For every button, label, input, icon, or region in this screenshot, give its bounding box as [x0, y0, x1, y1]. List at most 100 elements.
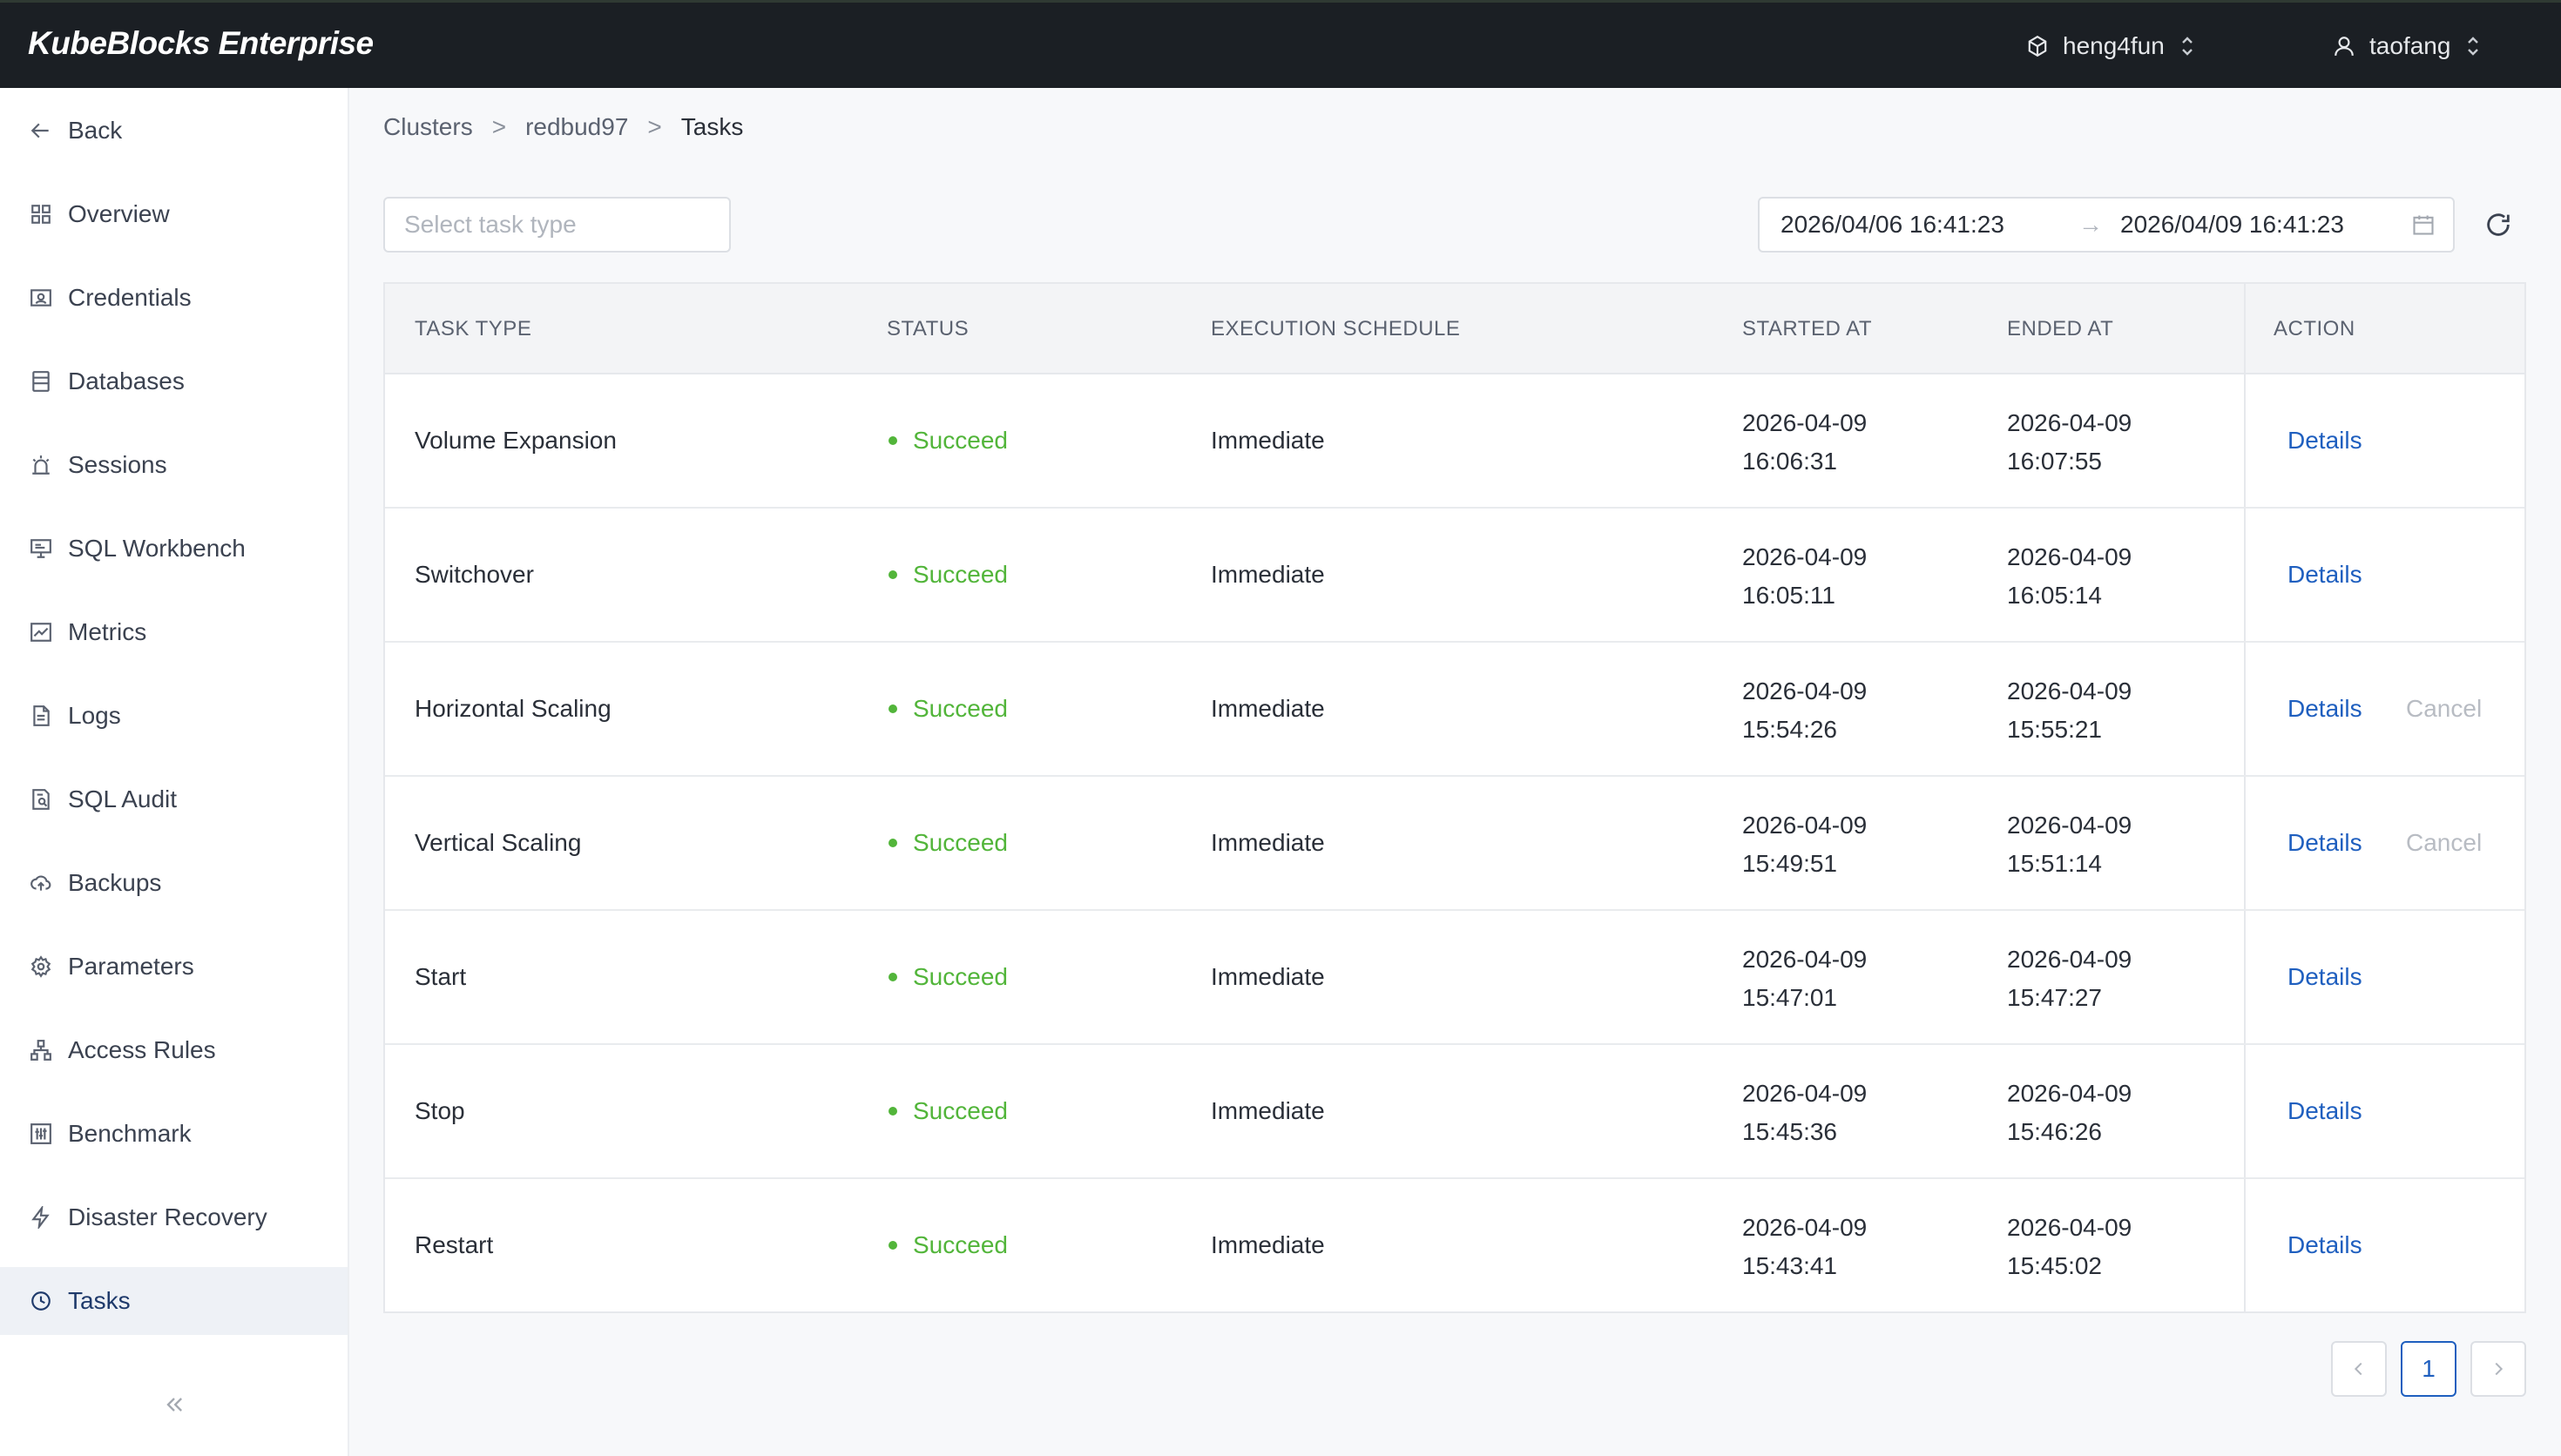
cancel-link[interactable]: Cancel	[2406, 695, 2483, 722]
ended-date: 2026-04-09	[2007, 1080, 2132, 1107]
status-text: Succeed	[913, 695, 1008, 722]
id-card-icon	[28, 285, 54, 311]
column-header-schedule: EXECUTION SCHEDULE	[1211, 317, 1461, 340]
status-cell: Succeed	[887, 427, 1008, 455]
sidebar-item-label: Back	[68, 117, 123, 144]
details-link[interactable]: Details	[2287, 1231, 2362, 1258]
sidebar-item-logs[interactable]: Logs	[0, 682, 348, 750]
started-time: 15:45:36	[1742, 1118, 1837, 1145]
status-dot-icon	[889, 570, 897, 579]
user-menu[interactable]: taofang	[2333, 25, 2482, 67]
date-end[interactable]: 2026/04/09 16:41:23	[2120, 211, 2344, 238]
started-cell: 2026-04-09 15:43:41	[1742, 1209, 1867, 1285]
user-icon	[2333, 35, 2355, 57]
details-link[interactable]: Details	[2287, 963, 2362, 990]
sidebar-item-label: Logs	[68, 702, 121, 729]
sidebar-item-databases[interactable]: Databases	[0, 347, 348, 415]
details-link[interactable]: Details	[2287, 1097, 2362, 1124]
ended-date: 2026-04-09	[2007, 543, 2132, 570]
cancel-link[interactable]: Cancel	[2406, 829, 2483, 856]
started-date: 2026-04-09	[1742, 677, 1868, 704]
sidebar-item-parameters[interactable]: Parameters	[0, 933, 348, 1001]
top-bar: KubeBlocks Enterprise heng4fun taofang	[0, 0, 2561, 88]
sidebar-item-overview[interactable]: Overview	[0, 180, 348, 248]
sidebar-item-label: Sessions	[68, 451, 167, 478]
sidebar-item-access-rules[interactable]: Access Rules	[0, 1016, 348, 1084]
started-time: 15:47:01	[1742, 984, 1837, 1011]
ended-date: 2026-04-09	[2007, 812, 2132, 839]
org-selector[interactable]: heng4fun	[2026, 25, 2196, 67]
sidebar-item-benchmark[interactable]: Benchmark	[0, 1100, 348, 1168]
prev-page-button[interactable]	[2331, 1341, 2387, 1397]
chevron-left-icon	[2354, 1362, 2362, 1376]
alarm-icon	[28, 452, 54, 478]
sidebar-item-label: SQL Audit	[68, 785, 178, 812]
arrow-left-icon	[28, 118, 54, 144]
ended-time: 15:45:02	[2007, 1252, 2102, 1279]
table-row: Start Succeed Immediate 2026-04-09 15:47:…	[385, 911, 2524, 1045]
task-type-select[interactable]: Select task type	[383, 197, 731, 253]
calendar-icon	[2411, 212, 2436, 243]
started-cell: 2026-04-09 15:45:36	[1742, 1075, 1867, 1151]
sidebar-item-label: SQL Workbench	[68, 535, 246, 562]
breadcrumb-cluster[interactable]: redbud97	[525, 113, 629, 140]
ended-time: 15:46:26	[2007, 1118, 2102, 1145]
breadcrumb-current: Tasks	[680, 113, 744, 140]
sidebar-item-sessions[interactable]: Sessions	[0, 431, 348, 499]
next-page-button[interactable]	[2470, 1341, 2526, 1397]
date-range-picker[interactable]: 2026/04/06 16:41:23 → 2026/04/09 16:41:2…	[1758, 197, 2455, 253]
sidebar-item-sql-audit[interactable]: SQL Audit	[0, 765, 348, 833]
started-date: 2026-04-09	[1742, 409, 1868, 436]
details-link[interactable]: Details	[2287, 561, 2362, 588]
status-cell: Succeed	[887, 1231, 1008, 1259]
task-type-cell: Horizontal Scaling	[415, 695, 612, 722]
status-dot-icon	[889, 436, 897, 445]
sidebar-item-back[interactable]: Back	[0, 97, 348, 165]
brand-logo[interactable]: KubeBlocks Enterprise	[28, 25, 374, 61]
details-link[interactable]: Details	[2287, 829, 2362, 856]
status-cell: Succeed	[887, 963, 1008, 991]
file-icon	[28, 703, 54, 729]
status-dot-icon	[889, 839, 897, 847]
refresh-icon[interactable]	[2479, 206, 2517, 244]
network-icon	[28, 1037, 54, 1063]
ended-date: 2026-04-09	[2007, 1214, 2132, 1241]
ended-cell: 2026-04-09 15:46:26	[2007, 1075, 2132, 1151]
details-link[interactable]: Details	[2287, 695, 2362, 722]
status-dot-icon	[889, 704, 897, 713]
sidebar-item-credentials[interactable]: Credentials	[0, 264, 348, 332]
breadcrumb-clusters[interactable]: Clusters	[383, 113, 473, 140]
sidebar-item-label: Metrics	[68, 618, 147, 645]
details-link[interactable]: Details	[2287, 427, 2362, 454]
chevron-updown-icon	[2179, 33, 2196, 59]
sidebar-item-disaster-recovery[interactable]: Disaster Recovery	[0, 1183, 348, 1251]
sidebar-item-tasks[interactable]: Tasks	[0, 1267, 348, 1335]
sidebar-item-label: Tasks	[68, 1287, 131, 1314]
collapse-sidebar-icon[interactable]	[159, 1389, 190, 1420]
breadcrumb-separator-icon: >	[647, 113, 662, 140]
status-cell: Succeed	[887, 829, 1008, 857]
sidebar-item-sql-workbench[interactable]: SQL Workbench	[0, 515, 348, 583]
chevron-right-icon	[2495, 1362, 2504, 1376]
ended-cell: 2026-04-09 16:05:14	[2007, 538, 2132, 615]
sidebar-item-backups[interactable]: Backups	[0, 849, 348, 917]
sidebar-item-metrics[interactable]: Metrics	[0, 598, 348, 666]
table-row: Stop Succeed Immediate 2026-04-09 15:45:3…	[385, 1045, 2524, 1179]
page-button-current[interactable]: 1	[2401, 1341, 2456, 1397]
task-type-placeholder: Select task type	[404, 211, 577, 238]
date-start[interactable]: 2026/04/06 16:41:23	[1781, 211, 2004, 238]
status-text: Succeed	[913, 963, 1008, 990]
schedule-cell: Immediate	[1211, 829, 1325, 856]
sliders-icon	[28, 1121, 54, 1147]
ended-date: 2026-04-09	[2007, 946, 2132, 973]
schedule-cell: Immediate	[1211, 1231, 1325, 1258]
sidebar-item-label: Access Rules	[68, 1036, 216, 1063]
org-name: heng4fun	[2063, 32, 2165, 59]
chevron-updown-icon	[2464, 33, 2482, 59]
started-date: 2026-04-09	[1742, 946, 1868, 973]
ended-cell: 2026-04-09 15:47:27	[2007, 940, 2132, 1017]
audit-icon	[28, 786, 54, 812]
started-time: 15:43:41	[1742, 1252, 1837, 1279]
status-text: Succeed	[913, 829, 1008, 856]
sidebar-item-label: Overview	[68, 200, 170, 227]
